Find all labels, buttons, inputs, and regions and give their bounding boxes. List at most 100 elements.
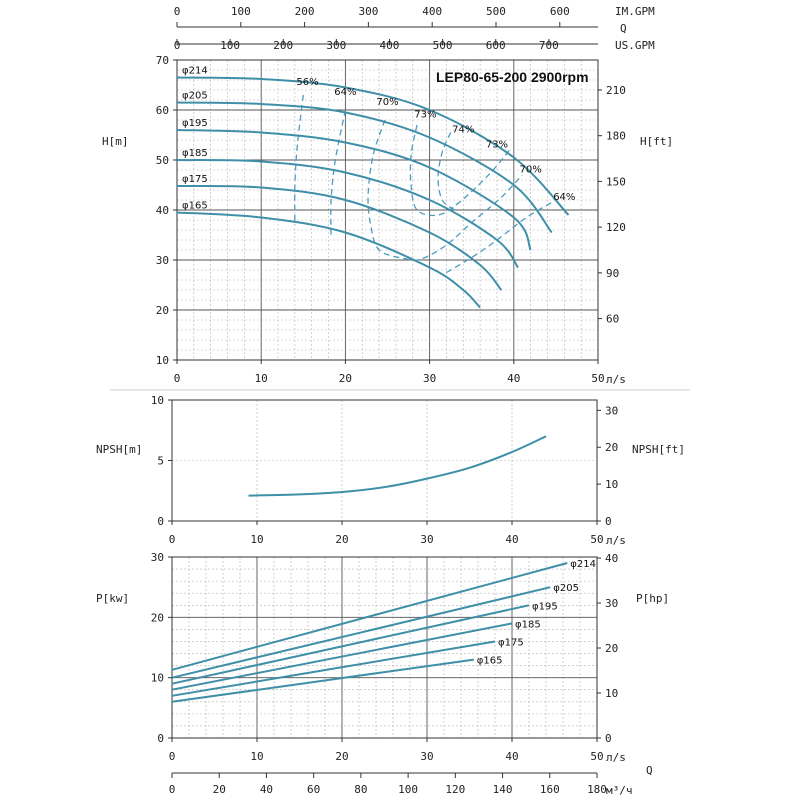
power-xlabel: л/s — [606, 751, 626, 764]
efficiency-curve — [330, 109, 347, 236]
top-us-tick-label: 0 — [174, 39, 181, 52]
npsh-ylabel: NPSH[m] — [96, 443, 142, 456]
power-ylabel: P[kw] — [96, 592, 129, 605]
npsh-ytick-right-label: 10 — [605, 478, 618, 491]
efficiency-label: 73% — [486, 140, 508, 151]
head-xlabel: л/s — [606, 373, 626, 386]
frames-layer — [110, 22, 690, 778]
head-ytick-label: 40 — [156, 204, 169, 217]
npsh-xtick-label: 30 — [420, 533, 433, 546]
head-curve — [176, 184, 502, 291]
power-curve — [171, 622, 513, 691]
npsh-ytick-label: 5 — [157, 455, 164, 468]
head-curve — [176, 159, 519, 269]
head-xtick-label: 0 — [174, 372, 181, 385]
npsh-ytick-label: 0 — [157, 515, 164, 528]
head-ytick-label: 10 — [156, 354, 169, 367]
top-us-tick-label: 200 — [273, 39, 293, 52]
efficiency-label: 64% — [334, 87, 356, 98]
chart-title: LEP80-65-200 2900rpm — [436, 69, 589, 85]
power-curve — [171, 658, 474, 703]
top-us-tick-label: 600 — [486, 39, 506, 52]
top-imperial-tick-label: 600 — [550, 5, 570, 18]
top-us-tick-label: 700 — [539, 39, 559, 52]
head-curve — [176, 211, 481, 309]
power-curve-label: φ214 — [570, 559, 596, 570]
power-curve — [171, 604, 530, 685]
head-curve-label: φ195 — [182, 118, 208, 129]
power-ytick-right-label: 10 — [605, 687, 618, 700]
npsh-curve — [248, 435, 547, 497]
power-curve — [171, 562, 568, 671]
bottom-tick-label: 60 — [307, 783, 320, 796]
npsh-ytick-label: 10 — [151, 394, 164, 407]
power-xtick-label: 30 — [420, 750, 433, 763]
bottom-tick-label: 80 — [354, 783, 367, 796]
head-xtick-label: 30 — [423, 372, 436, 385]
power-curve-label: φ185 — [515, 619, 541, 630]
curves-layer — [171, 76, 570, 703]
top-us-tick-label: 400 — [380, 39, 400, 52]
head-curve-label: φ185 — [182, 148, 208, 159]
efficiency-label: 56% — [296, 77, 318, 88]
npsh-ytick-right-label: 20 — [605, 441, 618, 454]
head-ytick-right-label: 120 — [606, 221, 626, 234]
head-curve-label: φ175 — [182, 174, 208, 185]
bottom-tick-label: 40 — [260, 783, 273, 796]
power-ytick-right-label: 40 — [605, 552, 618, 565]
head-curve-label: φ205 — [182, 91, 208, 102]
power-curve — [171, 640, 496, 697]
head-ytick-label: 60 — [156, 104, 169, 117]
efficiency-label: 73% — [414, 110, 436, 121]
bottom-tick-label: 0 — [169, 783, 176, 796]
power-curve-label: φ175 — [498, 637, 524, 648]
head-curve — [176, 129, 532, 251]
head-ytick-right-label: 60 — [606, 313, 619, 326]
bottom-tick-label: 120 — [445, 783, 465, 796]
head-ytick-right-label: 90 — [606, 267, 619, 280]
top-imperial-tick-label: 300 — [358, 5, 378, 18]
power-ytick-right-label: 20 — [605, 642, 618, 655]
power-xtick-label: 40 — [505, 750, 518, 763]
efficiency-label: 64% — [553, 192, 575, 203]
head-xtick-label: 50 — [591, 372, 604, 385]
bottom-tick-label: 140 — [493, 783, 513, 796]
npsh-xtick-label: 0 — [169, 533, 176, 546]
top-axis-us-unit: US.GPM — [615, 39, 655, 52]
top-imperial-tick-label: 0 — [174, 5, 181, 18]
power-xtick-label: 50 — [590, 750, 603, 763]
bottom-tick-label: 100 — [398, 783, 418, 796]
head-xtick-label: 10 — [255, 372, 268, 385]
text-layer: LEP80-65-200 2900rpm IM.GPM Q US.GPM H[m… — [96, 5, 685, 797]
head-ytick-label: 20 — [156, 304, 169, 317]
power-ylabel-right: P[hp] — [636, 592, 669, 605]
top-us-tick-label: 100 — [220, 39, 240, 52]
bottom-axis-unit: м³/ч — [606, 784, 633, 797]
efficiency-label: 70% — [520, 165, 542, 176]
head-ytick-right-label: 180 — [606, 130, 626, 143]
bottom-tick-label: 20 — [213, 783, 226, 796]
top-imperial-tick-label: 400 — [422, 5, 442, 18]
npsh-xtick-label: 10 — [250, 533, 263, 546]
head-ytick-label: 30 — [156, 254, 169, 267]
head-curve — [176, 76, 570, 216]
head-ytick-right-label: 210 — [606, 84, 626, 97]
bottom-tick-label: 180 — [587, 783, 607, 796]
head-curve-label: φ214 — [182, 66, 208, 77]
top-imperial-tick-label: 200 — [295, 5, 315, 18]
top-imperial-tick-label: 500 — [486, 5, 506, 18]
head-xtick-label: 40 — [507, 372, 520, 385]
head-ytick-label: 50 — [156, 154, 169, 167]
head-ytick-right-label: 150 — [606, 175, 626, 188]
power-xtick-label: 10 — [250, 750, 263, 763]
top-axis-label: Q — [620, 22, 627, 35]
power-curve-label: φ195 — [532, 601, 558, 612]
top-axis-imperial-unit: IM.GPM — [615, 5, 655, 18]
power-ytick-right-label: 30 — [605, 597, 618, 610]
top-us-tick-label: 500 — [433, 39, 453, 52]
grid-layer — [172, 60, 598, 738]
power-ytick-label: 0 — [157, 732, 164, 745]
npsh-xlabel: л/s — [606, 534, 626, 547]
power-ytick-label: 10 — [151, 672, 164, 685]
